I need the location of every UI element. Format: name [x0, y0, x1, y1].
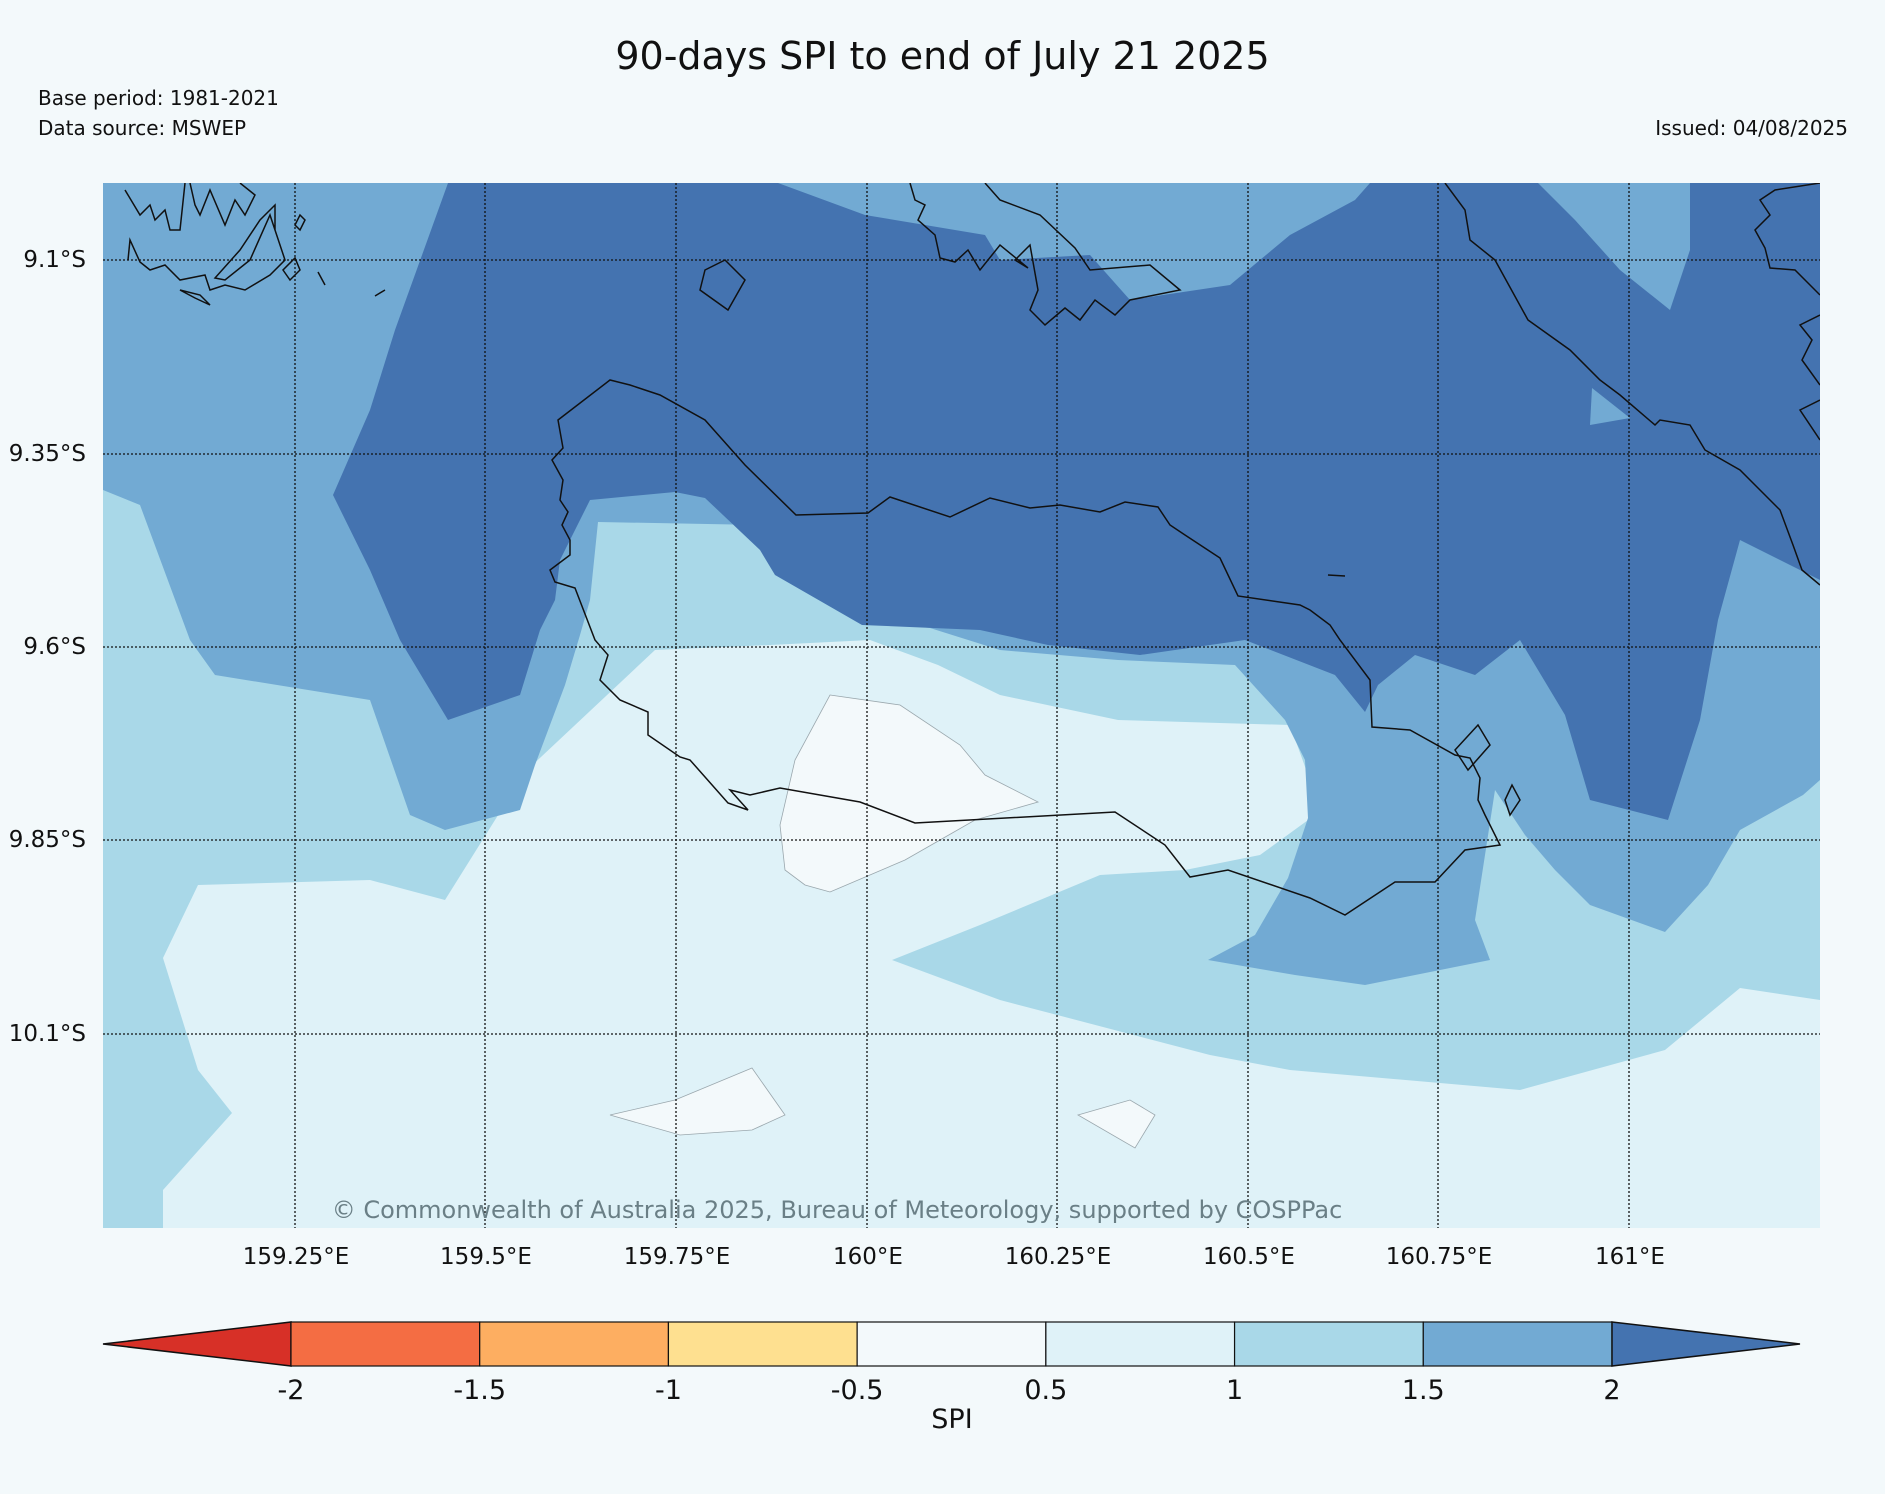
colorbar-tick-label: -0.5 — [831, 1375, 884, 1406]
coastline-russell-islands — [124, 183, 306, 306]
lat-label-9-6: 9.6°S — [23, 634, 86, 660]
contour-fill-neutral-main — [779, 694, 1040, 893]
contour-fill-above-2-inner — [1590, 388, 1630, 425]
colorbar-segment — [667, 1321, 858, 1367]
spi-map-area — [103, 183, 1820, 1228]
lon-label-159-75: 159.75°E — [624, 1244, 731, 1270]
lon-label-159-25: 159.25°E — [243, 1244, 350, 1270]
colorbar-tick-label: -1 — [655, 1375, 682, 1406]
colorbar-extend-low — [102, 1321, 292, 1367]
lat-label-10-1: 10.1°S — [9, 1021, 86, 1047]
coastlines — [124, 183, 1820, 916]
coastline-islet-3 — [317, 271, 386, 297]
coastline-malaita-east — [1754, 183, 1820, 441]
coastline-guadalcanal — [549, 379, 1502, 916]
colorbar-segment — [1422, 1321, 1613, 1367]
colorbar-segment — [856, 1321, 1047, 1367]
spi-colorbar: -2 -1.5 -1 -0.5 0.5 1 1.5 2 — [102, 1321, 1801, 1406]
colorbar-segment — [290, 1321, 481, 1367]
colorbar-label: SPI — [931, 1404, 972, 1435]
coastline-islet-1 — [1454, 723, 1521, 817]
contour-fill-above-2-north — [333, 183, 1820, 820]
lon-label-160-75: 160.75°E — [1386, 1244, 1493, 1270]
coastline-malaita — [1444, 183, 1820, 586]
lon-label-161: 161°E — [1595, 1244, 1665, 1270]
lat-label-9-35: 9.35°S — [9, 441, 86, 467]
lon-label-160: 160°E — [833, 1244, 903, 1270]
colorbar-tick-label: -1.5 — [453, 1375, 506, 1406]
colorbar-tick-label: 1 — [1226, 1375, 1243, 1406]
colorbar-tick-label: 2 — [1603, 1375, 1620, 1406]
base-period-text: Base period: 1981-2021 — [38, 86, 279, 110]
colorbar-segment — [1045, 1321, 1236, 1367]
lon-label-160-5: 160.5°E — [1203, 1244, 1295, 1270]
colorbar-tick-label: 0.5 — [1024, 1375, 1067, 1406]
contour-fill-1-to-1-5-south — [103, 1100, 163, 1228]
colorbar-tick-label: -2 — [278, 1375, 305, 1406]
contour-fill-neutral-south-2 — [1076, 1099, 1156, 1149]
data-source-text: Data source: MSWEP — [38, 116, 247, 140]
issued-date-text: Issued: 04/08/2025 — [1655, 116, 1848, 140]
colorbar-segment — [479, 1321, 670, 1367]
colorbar-extend-high — [1611, 1321, 1801, 1367]
map-title: 90-days SPI to end of July 21 2025 — [615, 34, 1270, 78]
lon-label-159-5: 159.5°E — [440, 1244, 532, 1270]
coastline-florida-islands — [909, 183, 1182, 327]
colorbar-tick-label: 1.5 — [1402, 1375, 1445, 1406]
colorbar-segment — [1233, 1321, 1424, 1367]
lat-label-9-1: 9.1°S — [23, 247, 86, 273]
copyright-text: © Commonwealth of Australia 2025, Bureau… — [332, 1196, 1343, 1224]
coastline-islet-2 — [1327, 574, 1346, 577]
lon-label-160-25: 160.25°E — [1005, 1244, 1112, 1270]
contour-fill-neutral-south-1 — [609, 1067, 786, 1136]
coastline-savo — [699, 259, 746, 312]
lat-label-9-85: 9.85°S — [9, 827, 86, 853]
